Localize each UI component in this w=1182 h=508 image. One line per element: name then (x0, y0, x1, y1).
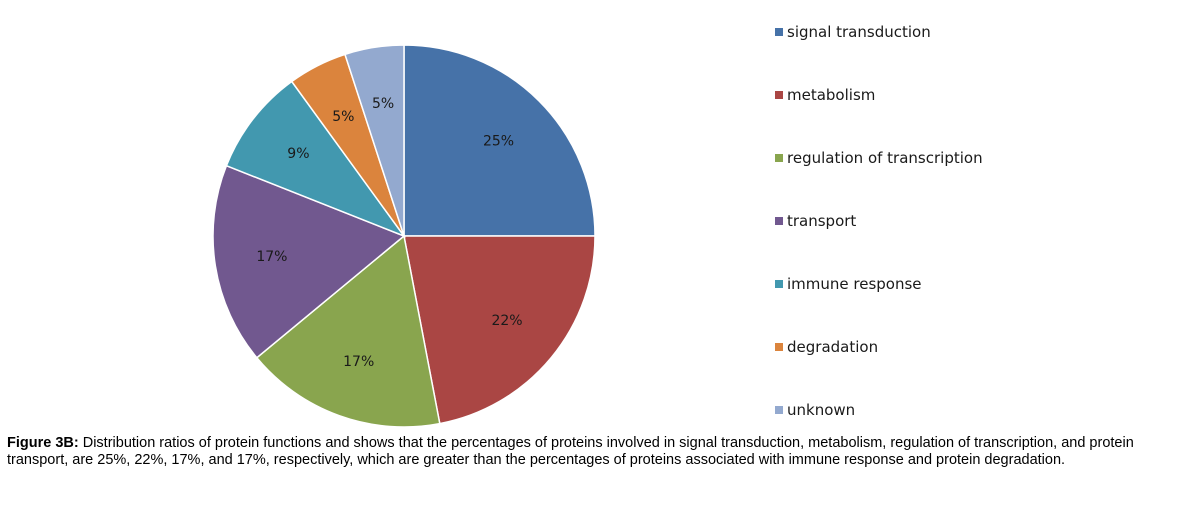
pie-data-labels: 25% 22% 17% 17% 9% 5% 5% (256, 96, 522, 370)
legend-item-degradation: degradation (775, 337, 878, 357)
data-label-unknown: 5% (372, 96, 394, 112)
data-label-transport: 17% (256, 249, 287, 265)
legend-label: immune response (787, 275, 922, 293)
legend-label: transport (787, 212, 857, 230)
legend-label: metabolism (787, 86, 876, 104)
figure-caption: Figure 3B: Distribution ratios of protei… (7, 435, 1177, 469)
legend-label: unknown (787, 401, 856, 419)
legend-swatch (775, 406, 783, 414)
legend-item-signal-transduction: signal transduction (775, 22, 931, 42)
pie-slice-immune-response (225, 80, 407, 238)
legend-label: signal transduction (787, 23, 931, 41)
legend-label: regulation of transcription (787, 149, 983, 167)
legend-item-transport: transport (775, 211, 856, 231)
legend-item-metabolism: metabolism (775, 85, 875, 105)
pie-slice-signal-transduction (403, 44, 596, 237)
legend-swatch (775, 28, 783, 36)
data-label-degradation: 5% (332, 109, 354, 125)
legend-item-immune-response: immune response (775, 274, 922, 294)
caption-text: Distribution ratios of protein functions… (7, 435, 1134, 468)
pie-slices (212, 44, 596, 428)
legend-label: degradation (787, 338, 879, 356)
data-label-signal-transduction: 25% (483, 134, 514, 150)
pie-slice-metabolism (403, 235, 596, 425)
data-label-metabolism: 22% (491, 313, 522, 329)
legend-swatch (775, 217, 783, 225)
data-label-immune-response: 9% (287, 146, 309, 162)
pie-slice-regulation-of-transcription (255, 234, 441, 428)
legend-swatch (775, 91, 783, 99)
legend-swatch (775, 343, 783, 351)
caption-prefix: Figure 3B: (7, 435, 79, 451)
legend-item-unknown: unknown (775, 400, 855, 420)
pie-slice-transport (212, 164, 406, 359)
data-label-regulation-of-transcription: 17% (343, 354, 374, 370)
pie-chart: 25% 22% 17% 17% 9% 5% 5% (212, 44, 596, 428)
legend-swatch (775, 154, 783, 162)
pie-slice-unknown (344, 44, 405, 237)
legend-swatch (775, 280, 783, 288)
legend-item-regulation-of-transcription: regulation of transcription (775, 148, 983, 168)
